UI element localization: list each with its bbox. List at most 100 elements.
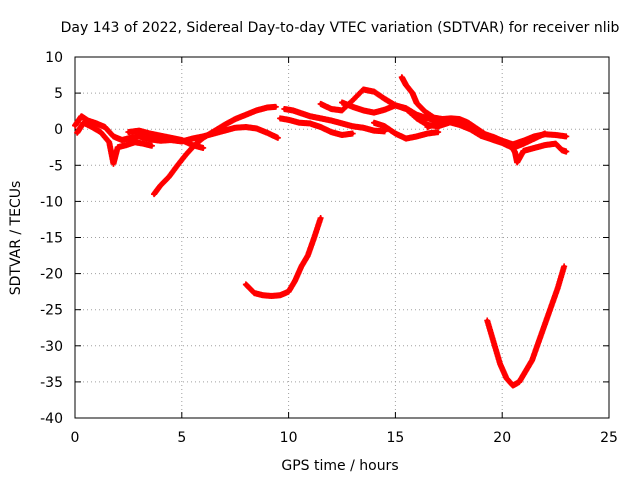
data-point xyxy=(137,128,141,133)
data-point xyxy=(103,125,107,129)
data-point xyxy=(150,144,154,148)
data-point xyxy=(115,145,120,150)
data-point xyxy=(79,114,84,119)
data-point xyxy=(564,149,569,154)
data-series-track-b xyxy=(74,119,155,167)
data-point xyxy=(329,118,334,123)
data-point xyxy=(543,143,547,147)
data-point xyxy=(340,100,344,105)
data-point xyxy=(192,143,197,147)
data-point xyxy=(340,108,344,113)
data-point xyxy=(244,112,248,117)
data-point xyxy=(158,138,163,143)
data-point xyxy=(382,97,387,101)
data-series-track-f xyxy=(277,115,356,138)
data-point xyxy=(244,125,248,129)
y-tick-label: -20 xyxy=(40,267,63,283)
data-point xyxy=(126,130,131,134)
data-point xyxy=(90,125,94,129)
data-point xyxy=(511,383,515,388)
data-point xyxy=(133,140,137,144)
data-point xyxy=(120,138,124,142)
data-point xyxy=(393,103,398,108)
data-point xyxy=(152,192,156,196)
data-point xyxy=(564,134,569,139)
y-tick-label: -10 xyxy=(40,194,63,210)
data-point xyxy=(543,322,547,326)
data-point xyxy=(372,89,376,94)
x-tick-label: 10 xyxy=(280,430,298,446)
x-tick-label: 0 xyxy=(71,430,80,446)
data-point xyxy=(457,117,462,121)
data-point xyxy=(265,105,270,110)
data-series-track-m xyxy=(507,140,570,166)
data-point xyxy=(137,134,141,139)
data-point xyxy=(489,137,494,142)
data-point xyxy=(244,282,248,287)
data-point xyxy=(201,146,205,150)
data-point xyxy=(425,131,430,136)
data-point xyxy=(169,136,173,140)
x-axis: 0 5 10 15 20 25 xyxy=(71,57,618,446)
data-point xyxy=(523,369,528,373)
data-point xyxy=(329,107,334,111)
data-point xyxy=(479,133,483,138)
data-point xyxy=(308,114,312,119)
data-point xyxy=(414,112,419,117)
data-point xyxy=(111,134,116,139)
x-tick-label: 5 xyxy=(177,430,186,446)
data-point xyxy=(282,107,287,111)
data-point xyxy=(361,108,366,113)
data-point xyxy=(175,163,180,168)
data-point xyxy=(485,318,490,323)
data-point xyxy=(553,141,558,146)
x-tick-label: 20 xyxy=(493,430,511,446)
data-point xyxy=(261,293,265,298)
y-tick-label: -40 xyxy=(40,411,63,427)
data-point xyxy=(269,294,274,298)
data-point xyxy=(474,126,479,131)
y-tick-label: 0 xyxy=(54,122,63,138)
x-axis-label: GPS time / hours xyxy=(281,458,398,474)
data-point xyxy=(372,110,376,115)
data-point xyxy=(532,146,537,150)
data-point xyxy=(536,340,541,344)
data-point xyxy=(543,131,547,136)
data-point xyxy=(297,120,302,125)
x-tick-label: 15 xyxy=(386,430,404,446)
data-point xyxy=(549,304,554,308)
data-point xyxy=(382,107,387,112)
data-point xyxy=(212,129,216,134)
data-point xyxy=(306,253,310,258)
data-series-group xyxy=(72,74,570,389)
data-point xyxy=(318,125,323,129)
data-point xyxy=(278,116,282,121)
y-tick-label: -30 xyxy=(40,339,63,355)
x-tick-label: 25 xyxy=(600,430,618,446)
data-point xyxy=(560,148,564,152)
data-point xyxy=(201,136,205,140)
data-point xyxy=(468,127,472,131)
data-point xyxy=(107,140,111,144)
data-point xyxy=(361,125,366,130)
data-point xyxy=(73,123,77,128)
y-axis-label: SDTVAR / TECUs xyxy=(8,181,24,296)
y-tick-label: 5 xyxy=(54,86,63,102)
data-point xyxy=(293,279,297,283)
data-point xyxy=(423,110,428,114)
data-point xyxy=(404,106,408,111)
y-tick-label: -5 xyxy=(49,158,63,174)
data-point xyxy=(350,105,355,109)
y-tick-label: -35 xyxy=(40,375,63,391)
data-point xyxy=(276,136,280,140)
data-point xyxy=(404,136,408,141)
data-point xyxy=(94,121,99,126)
data-point xyxy=(553,133,558,137)
data-point xyxy=(111,162,116,166)
data-point xyxy=(400,75,404,80)
data-point xyxy=(425,125,430,129)
data-series-track-d xyxy=(151,103,279,198)
data-point xyxy=(500,141,505,145)
data-point xyxy=(184,152,188,157)
data-point xyxy=(329,130,334,134)
